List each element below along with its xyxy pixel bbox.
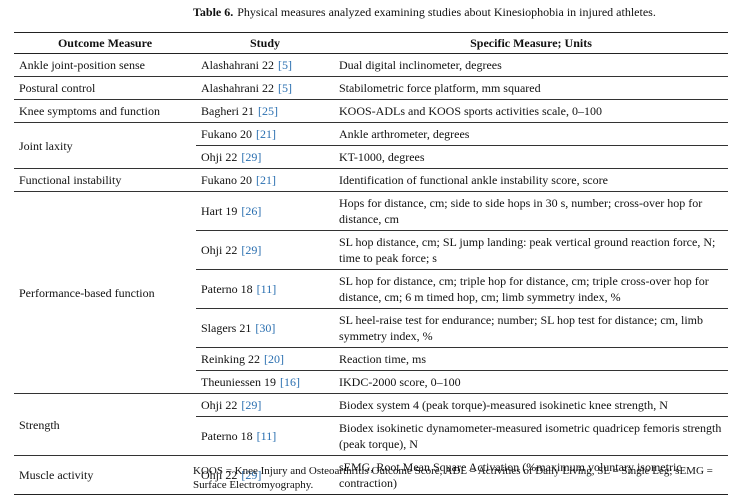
- measure-cell: Reaction time, ms: [334, 347, 728, 371]
- column-header: Specific Measure; Units: [334, 32, 728, 54]
- outcome-cell: Postural control: [14, 76, 196, 100]
- study-ref: [25]: [258, 104, 278, 118]
- table: Outcome Measure Study Specific Measure; Un…: [14, 32, 728, 495]
- table-row: Joint laxity Fukano 20 [21] Ankle arthromet…: [14, 122, 728, 169]
- column-header: Outcome Measure: [14, 32, 196, 54]
- table-row: Functional instability Fukano 20 [21] Ident…: [14, 168, 728, 192]
- table-row: Paterno 18 [11] SL hop for distance, cm; t…: [14, 269, 728, 309]
- study-cell: Fukano 20 [21]: [196, 168, 334, 192]
- measure-cell: Biodex system 4 (peak torque)-measured i…: [334, 393, 728, 417]
- study-name: Paterno 18: [201, 429, 253, 443]
- caption-text: Physical measures analyzed examining stu…: [237, 5, 656, 19]
- outcome-cell: Muscle activity: [14, 455, 196, 495]
- study-cell: Bagheri 21 [25]: [196, 99, 334, 123]
- table-row: Performance-based function Hart 19 [26] Hop…: [14, 191, 728, 394]
- study-ref: [11]: [256, 429, 277, 443]
- study-cell: Fukano 20 [21]: [196, 122, 334, 146]
- footnote: KOOS = Knee Injury and Osteoarthritis Ou…: [193, 465, 713, 491]
- table-row: Slagers 21 [30] SL heel-raise test for end…: [14, 308, 728, 348]
- column-header: Study: [196, 32, 334, 54]
- measure-cell: KT-1000, degrees: [334, 145, 728, 169]
- study-cell: Paterno 18 [11]: [196, 416, 334, 456]
- study-name: Alashahrani 22: [201, 58, 274, 72]
- study-ref: [16]: [279, 375, 300, 389]
- study-cell: Ohji 22 [29]: [196, 230, 334, 270]
- table-row: Postural control Alashahrani 22 [5] Stabilo…: [14, 76, 728, 100]
- measure-cell: Ankle arthrometer, degrees: [334, 122, 728, 146]
- study-name: Alashahrani 22: [201, 81, 274, 95]
- study-ref: [29]: [241, 468, 262, 482]
- measure-cell: Hops for distance, cm; side to side hops…: [334, 191, 728, 231]
- header-row: Outcome Measure Study Specific Measure; Un…: [14, 32, 728, 54]
- study-ref: [21]: [256, 127, 276, 141]
- measure-cell: sEMG, Root Mean Square Activation (%maxi…: [334, 455, 728, 495]
- study-ref: [5]: [277, 58, 292, 72]
- outcome-cell: Ankle joint-position sense: [14, 53, 196, 77]
- outcome-cell: Strength: [14, 393, 196, 456]
- study-name: Ohji 22: [201, 468, 238, 482]
- study-name: Fukano 20: [201, 173, 252, 187]
- outcome-cell: Knee symptoms and function: [14, 99, 196, 123]
- measure-cell: Stabilometric force platform, mm squared: [334, 76, 728, 100]
- study-name: Ohji 22: [201, 243, 238, 257]
- outcome-cell: Functional instability: [14, 168, 196, 192]
- study-ref: [20]: [264, 352, 284, 366]
- measure-cell: KOOS-ADLs and KOOS sports activities sca…: [334, 99, 728, 123]
- table-row: Reinking 22 [20] Reaction time, ms: [14, 347, 728, 371]
- table-row: Paterno 18 [11] Biodex isokinetic dynamome…: [14, 416, 728, 456]
- study-cell: Ohji 22 [29]: [196, 393, 334, 417]
- study-cell: Alashahrani 22 [5]: [196, 76, 334, 100]
- measure-cell: SL hop for distance, cm; triple hop for …: [334, 269, 728, 309]
- measure-cell: SL heel-raise test for endurance; number…: [334, 308, 728, 348]
- study-ref: [21]: [256, 173, 276, 187]
- table-body: Ankle joint-position sense Alashahrani 22…: [14, 53, 728, 495]
- study-cell: Paterno 18 [11]: [196, 269, 334, 309]
- outcome-cell: Performance-based function: [14, 191, 196, 394]
- study-name: Hart 19: [201, 204, 238, 218]
- study-cell: Slagers 21 [30]: [196, 308, 334, 348]
- study-cell: Alashahrani 22 [5]: [196, 53, 334, 77]
- table-row: Knee symptoms and function Bagheri 21 [25]…: [14, 99, 728, 123]
- study-ref: [11]: [256, 282, 277, 296]
- study-ref: [30]: [255, 321, 276, 335]
- study-cell: Ohji 22 [29]: [196, 145, 334, 169]
- measure-cell: IKDC-2000 score, 0–100: [334, 370, 728, 394]
- study-ref: [29]: [241, 398, 262, 412]
- table-row: Strength Ohji 22 [29] Biodex system 4 (peak…: [14, 393, 728, 456]
- study-cell: Ohji 22 [29]: [196, 455, 334, 495]
- study-name: Fukano 20: [201, 127, 252, 141]
- measure-cell: SL hop distance, cm; SL jump landing: pe…: [334, 230, 728, 270]
- study-ref: [29]: [241, 243, 262, 257]
- study-name: Paterno 18: [201, 282, 253, 296]
- study-name: Reinking 22: [201, 352, 260, 366]
- measure-cell: Identification of functional ankle insta…: [334, 168, 728, 192]
- study-name: Bagheri 21: [201, 104, 254, 118]
- caption: Table 6. Physical measures analyzed exami…: [193, 4, 733, 20]
- study-ref: [26]: [241, 204, 262, 218]
- study-cell: Reinking 22 [20]: [196, 347, 334, 371]
- table-row: Ohji 22 [29] SL hop distance, cm; SL jump …: [14, 230, 728, 270]
- study-name: Ohji 22: [201, 398, 238, 412]
- study-name: Theuniessen 19: [201, 375, 276, 389]
- study-cell: Theuniessen 19 [16]: [196, 370, 334, 394]
- outcome-cell: Joint laxity: [14, 122, 196, 169]
- table-row: Theuniessen 19 [16] IKDC-2000 score, 0–100: [14, 370, 728, 394]
- table-row: Ankle joint-position sense Alashahrani 22…: [14, 53, 728, 77]
- measure-cell: Biodex isokinetic dynamometer-measured i…: [334, 416, 728, 456]
- study-name: Slagers 21: [201, 321, 252, 335]
- caption-label: Table 6.: [193, 5, 234, 19]
- study-ref: [29]: [241, 150, 262, 164]
- table-row: Ohji 22 [29] KT-1000, degrees: [14, 145, 728, 169]
- table-row: Muscle activity Ohji 22 [29] sEMG, Root Mea…: [14, 455, 728, 495]
- study-cell: Hart 19 [26]: [196, 191, 334, 231]
- measure-cell: Dual digital inclinometer, degrees: [334, 53, 728, 77]
- study-name: Ohji 22: [201, 150, 238, 164]
- study-ref: [5]: [277, 81, 292, 95]
